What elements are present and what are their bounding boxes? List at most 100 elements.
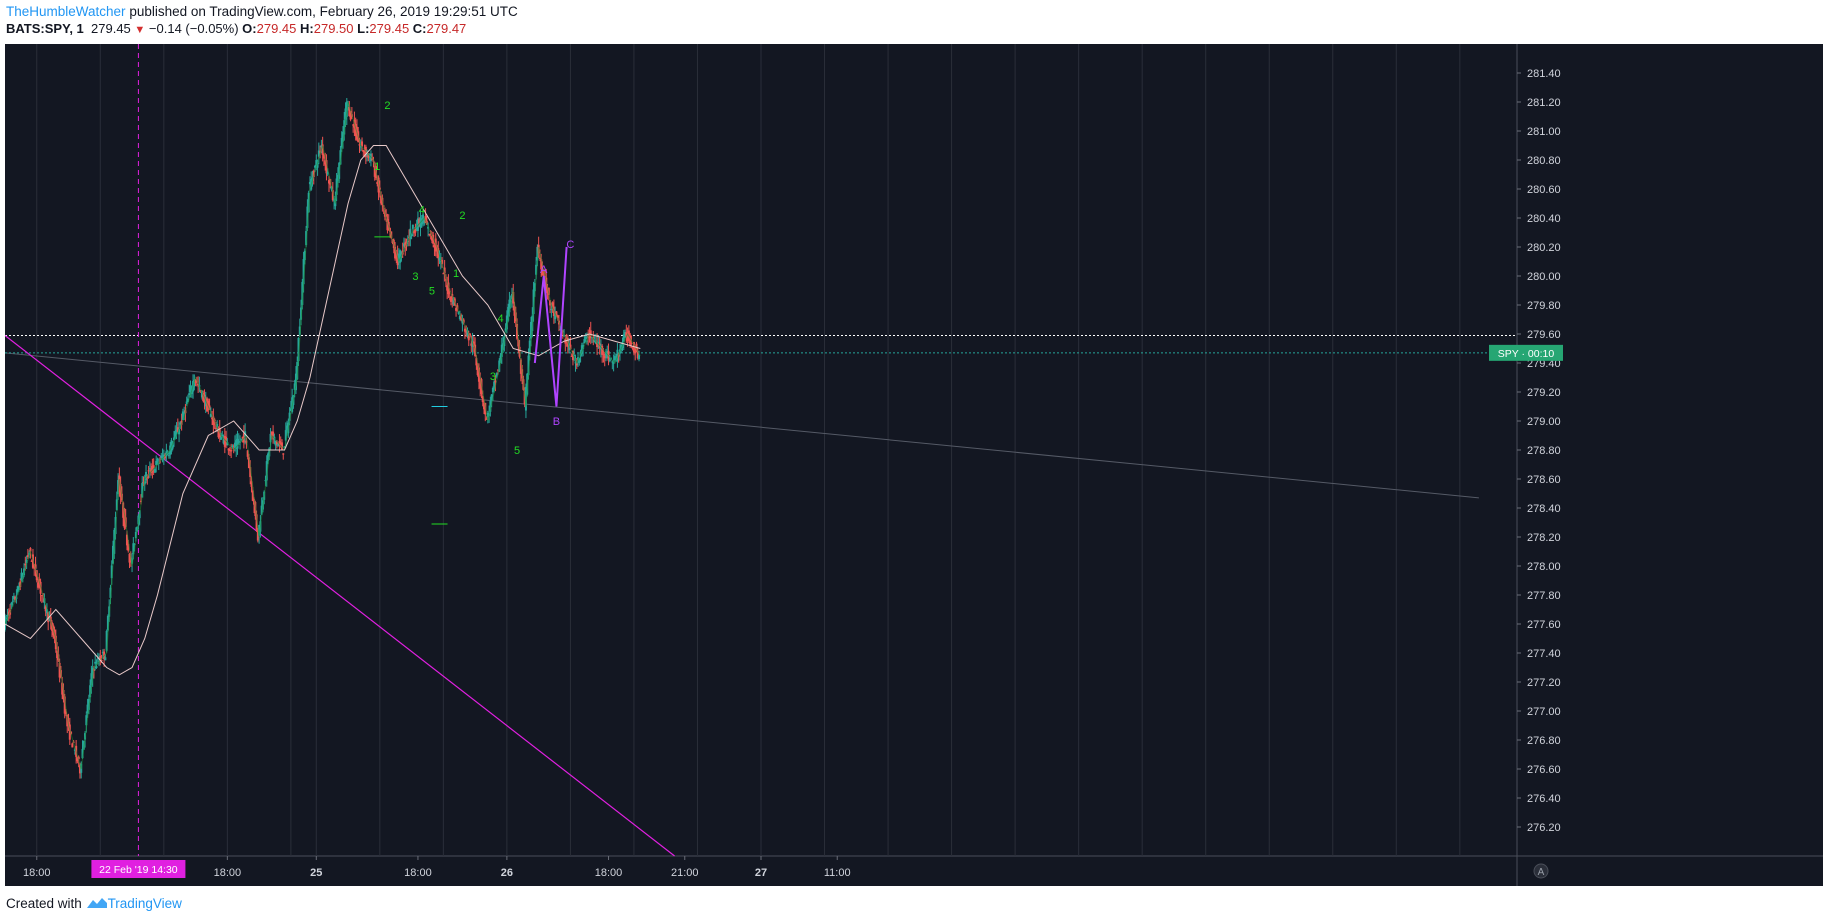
candle-body xyxy=(373,165,376,177)
candle-body xyxy=(96,658,99,660)
candle-body xyxy=(145,471,148,481)
candle-body xyxy=(624,331,627,338)
gray-trendline xyxy=(5,352,1479,499)
candle-body xyxy=(303,250,306,261)
candle-body xyxy=(324,160,327,165)
candle-body xyxy=(405,241,408,244)
candle-body xyxy=(418,218,421,224)
close-label: C: xyxy=(412,21,427,36)
candle-body xyxy=(397,253,400,262)
wave-label: C xyxy=(566,239,574,251)
candle-body xyxy=(62,689,65,700)
candle-body xyxy=(269,433,272,443)
candle-body xyxy=(316,163,319,168)
candle-body xyxy=(348,106,351,117)
candle-body xyxy=(527,355,530,376)
candle-body xyxy=(44,606,47,612)
candle-body xyxy=(438,257,441,261)
candle-body xyxy=(430,235,433,241)
author-link[interactable]: TheHumbleWatcher xyxy=(6,4,126,19)
candle-body xyxy=(546,290,549,293)
candle-body xyxy=(540,259,543,270)
x-tick-label: 27 xyxy=(755,867,767,879)
candle-body xyxy=(166,453,169,455)
y-tick-label: 277.40 xyxy=(1527,648,1561,660)
candle-body xyxy=(462,319,465,323)
candle-body xyxy=(469,333,472,337)
down-arrow-icon: ▼ xyxy=(134,24,146,36)
candle-body xyxy=(174,431,177,439)
candle-body xyxy=(443,267,446,274)
candle-body xyxy=(197,384,200,386)
candle-body xyxy=(512,291,515,304)
candle-body xyxy=(319,151,322,153)
tradingview-brand[interactable]: TradingView xyxy=(107,896,182,912)
low-label: L: xyxy=(357,21,370,36)
wave-label: 1 xyxy=(374,161,380,173)
candle-body xyxy=(231,445,234,447)
price-chart[interactable]: 281.40 281.20 281.00 280.80 280.60 280.40 280.… xyxy=(5,44,1823,886)
candle-body xyxy=(73,749,76,751)
candle-body xyxy=(241,436,244,438)
candle-body xyxy=(253,498,256,505)
candle-body xyxy=(449,296,452,302)
candle-body xyxy=(183,412,186,414)
wave-label: 3 xyxy=(490,371,496,383)
candle-body xyxy=(447,282,450,295)
candle-body xyxy=(123,508,126,528)
candle-body xyxy=(638,354,641,360)
candle-body xyxy=(538,257,541,259)
candle-body xyxy=(465,331,468,333)
candle-body xyxy=(470,343,473,346)
candle-body xyxy=(402,243,405,247)
candle-body xyxy=(282,453,285,455)
candle-body xyxy=(457,311,460,314)
x-tick-label: 25 xyxy=(310,867,322,879)
candle-body xyxy=(582,345,585,349)
candle-body xyxy=(220,437,222,440)
candle-body xyxy=(603,355,606,359)
candle-body xyxy=(185,401,188,404)
y-tick-label: 279.20 xyxy=(1527,387,1561,399)
candle-body xyxy=(428,233,431,235)
candle-body xyxy=(139,500,142,502)
candle-body xyxy=(559,329,562,331)
y-tick-label: 276.80 xyxy=(1527,735,1561,747)
candle-body xyxy=(452,298,455,305)
candle-body xyxy=(240,438,243,440)
wave-label: 5 xyxy=(514,445,520,457)
candle-body xyxy=(293,383,296,390)
created-with-text: Created with xyxy=(6,896,82,912)
candle-body xyxy=(630,343,633,345)
candle-body xyxy=(362,150,365,152)
candle-body xyxy=(336,174,339,182)
symbol-label[interactable]: BATS:SPY, 1 xyxy=(6,21,84,36)
y-tick-label: 276.20 xyxy=(1527,822,1561,834)
chart-background xyxy=(5,44,1823,886)
candle-body xyxy=(34,564,37,569)
candle-body xyxy=(349,111,352,120)
candle-body xyxy=(143,481,146,485)
candle-body xyxy=(519,359,522,374)
candle-body xyxy=(563,335,566,337)
candle-body xyxy=(141,482,144,498)
candle-body xyxy=(498,360,501,372)
y-tick-label: 278.80 xyxy=(1527,445,1561,457)
candle-body xyxy=(167,455,170,457)
tradingview-logo-icon[interactable] xyxy=(86,896,108,913)
candle-body xyxy=(601,345,604,355)
candle-body xyxy=(178,429,181,435)
candle-body xyxy=(47,612,50,623)
candle-body xyxy=(451,294,454,302)
x-tick-label: 18:00 xyxy=(214,867,242,879)
candle-body xyxy=(471,341,474,347)
x-tick-label: 21:00 xyxy=(671,867,699,879)
y-tick-label: 276.60 xyxy=(1527,764,1561,776)
candle-body xyxy=(164,454,167,459)
candle-body xyxy=(308,181,311,185)
publish-header: TheHumbleWatcher published on TradingVie… xyxy=(6,4,518,20)
candle-body xyxy=(589,330,592,337)
low-value: 279.45 xyxy=(369,21,410,36)
candle-body xyxy=(171,444,174,449)
wave-label: B xyxy=(553,416,560,428)
